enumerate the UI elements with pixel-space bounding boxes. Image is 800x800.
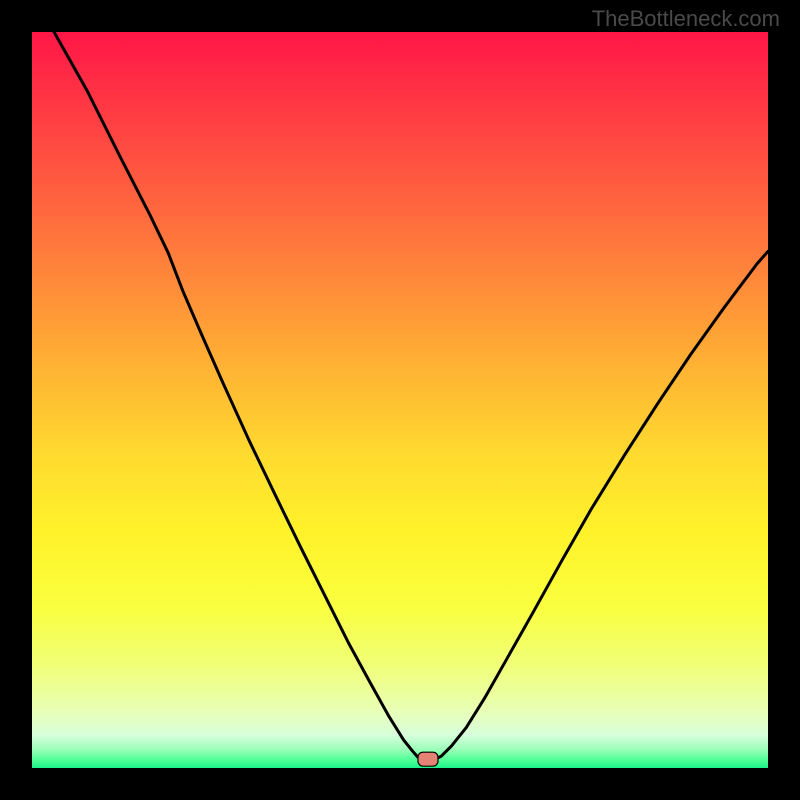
plot-gradient-background <box>32 32 768 768</box>
watermark-text: TheBottleneck.com <box>592 6 780 32</box>
bottleneck-chart <box>0 0 800 800</box>
minimum-marker <box>418 752 438 766</box>
chart-stage: TheBottleneck.com <box>0 0 800 800</box>
